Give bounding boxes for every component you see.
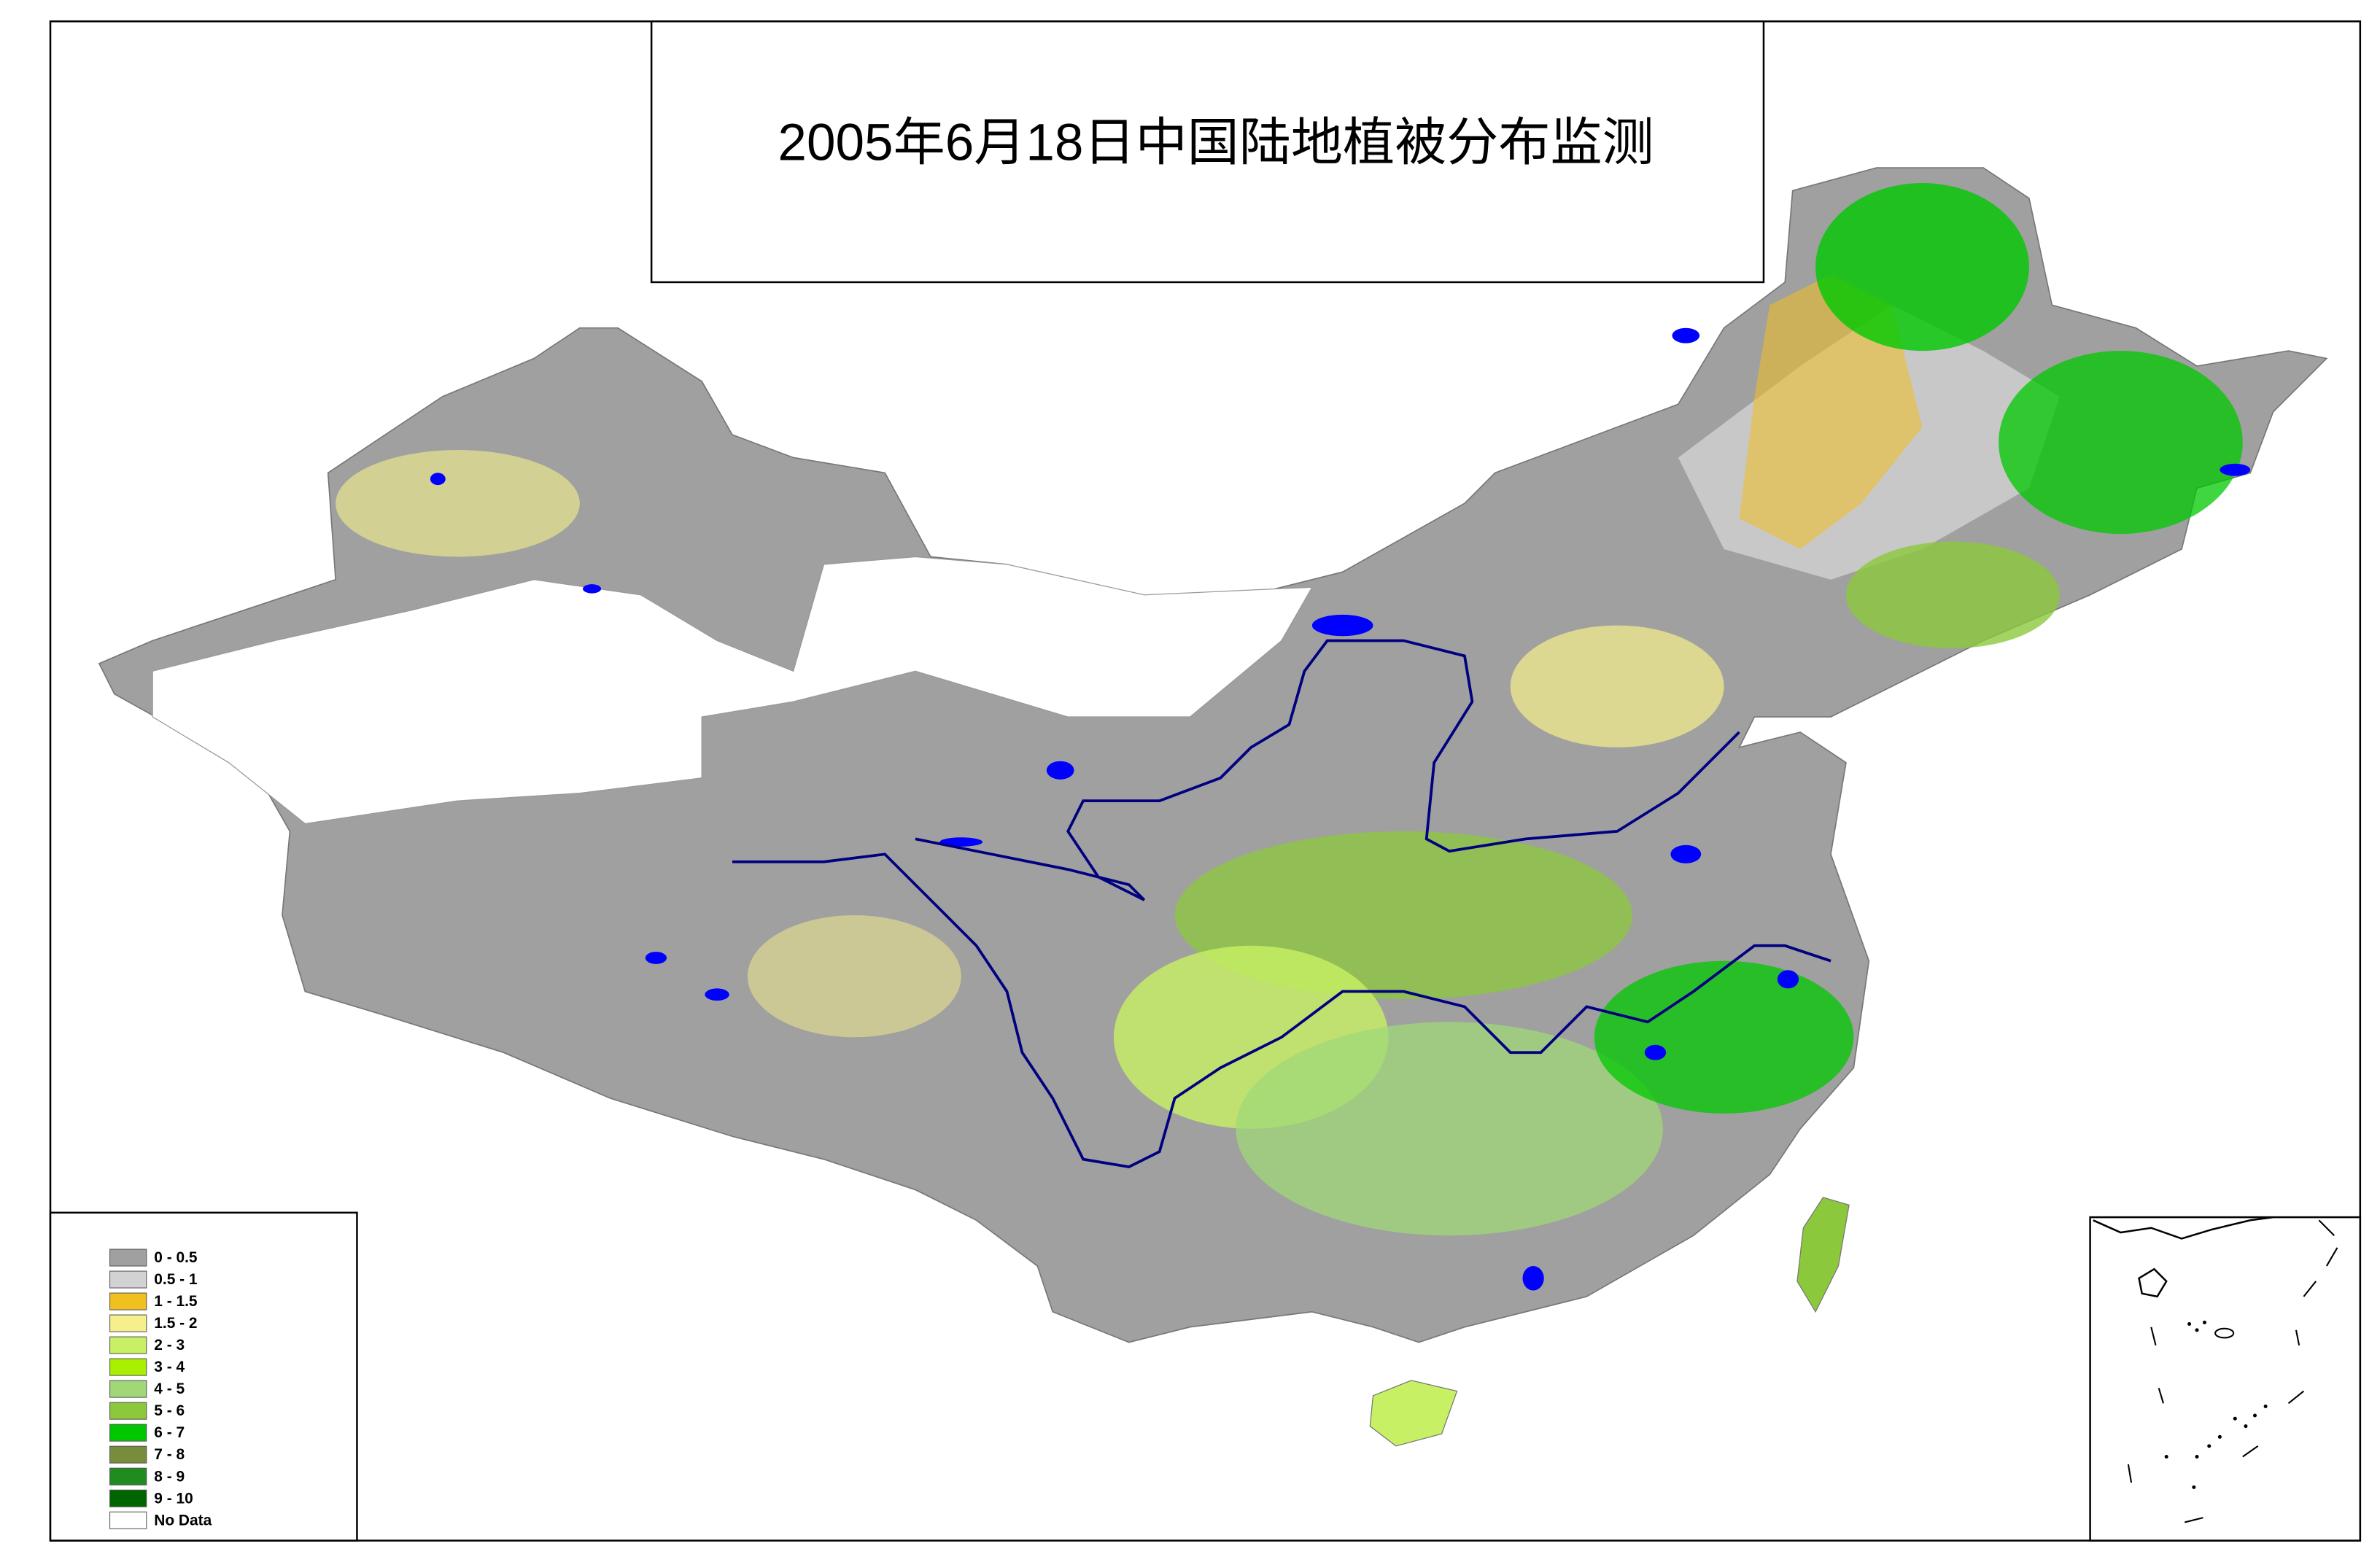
lake	[583, 584, 602, 594]
legend-swatch	[109, 1402, 147, 1420]
dot	[2252, 1413, 2257, 1418]
lake	[1522, 1266, 1544, 1291]
legend-label: 7 - 8	[154, 1446, 185, 1463]
lake	[1777, 970, 1799, 989]
legend-swatch	[109, 1270, 147, 1289]
dot	[2207, 1444, 2212, 1448]
legend-swatch	[109, 1248, 147, 1267]
dot	[2192, 1485, 2196, 1489]
legend-label: 0.5 - 1	[154, 1271, 198, 1288]
dot	[2233, 1416, 2237, 1421]
legend-label: 8 - 9	[154, 1468, 185, 1485]
lake	[430, 473, 446, 486]
south-sea-inset	[2089, 1216, 2362, 1542]
green-northeast	[1815, 182, 2029, 352]
dash	[2150, 1327, 2157, 1346]
green-south	[1236, 1022, 1663, 1236]
lake	[1672, 327, 1700, 343]
legend-swatch	[109, 1511, 147, 1529]
dot	[2202, 1320, 2206, 1324]
legend-box	[49, 1211, 358, 1542]
legend-label: No Data	[154, 1512, 212, 1529]
reef	[2214, 1327, 2235, 1339]
china-map	[98, 167, 2328, 1447]
dot	[2195, 1454, 2199, 1459]
inset-island	[2138, 1267, 2168, 1298]
dash	[2158, 1388, 2164, 1404]
dash	[2287, 1390, 2305, 1405]
legend-label: 1.5 - 2	[154, 1315, 197, 1332]
legend-swatch	[109, 1314, 147, 1332]
lake	[939, 837, 983, 847]
dash	[2295, 1329, 2300, 1346]
dot	[2164, 1454, 2168, 1459]
lake	[645, 952, 667, 964]
dash	[2185, 1517, 2203, 1523]
legend-label: 3 - 4	[154, 1359, 185, 1375]
legend-swatch	[109, 1358, 147, 1376]
inset-frame	[2089, 1216, 2362, 1542]
dot	[2263, 1404, 2268, 1408]
green-northeast	[1999, 351, 2243, 535]
yellow-river	[915, 639, 1740, 901]
lake	[1311, 614, 1373, 637]
lake	[1644, 1044, 1667, 1060]
taiwan-island	[1796, 1197, 1850, 1313]
dot	[2187, 1322, 2192, 1327]
yellow-tibet	[747, 914, 961, 1038]
yangtze-river	[732, 853, 1831, 1169]
legend-label: 4 - 5	[154, 1380, 185, 1397]
yellow-west	[336, 450, 580, 557]
legend-label: 2 - 3	[154, 1337, 185, 1354]
legend-swatch	[109, 1445, 147, 1464]
dash	[2127, 1464, 2133, 1483]
inset-coast	[2093, 1216, 2274, 1240]
lake	[1670, 844, 1702, 863]
green-northeast	[1845, 541, 2060, 648]
inset-boundary-dashes	[2127, 1219, 2338, 1523]
dot	[2244, 1424, 2248, 1429]
legend-label: 9 - 10	[154, 1490, 193, 1507]
water-bodies	[430, 327, 2251, 1291]
yellow-area	[1739, 274, 1923, 549]
dot	[2217, 1434, 2222, 1439]
no-data-area	[152, 556, 1313, 825]
legend: 0 - 0.5 0.5 - 1 1 - 1.5 1.5 - 2 2 - 3 3 - 4 4 …	[109, 1248, 212, 1529]
green-southeast	[1594, 960, 1854, 1114]
dash	[2242, 1445, 2259, 1458]
legend-swatch	[109, 1336, 147, 1354]
dash	[2318, 1219, 2335, 1236]
legend-swatch	[109, 1467, 147, 1486]
legend-label: 6 - 7	[154, 1424, 185, 1441]
legend-label: 5 - 6	[154, 1402, 185, 1419]
legend-swatch	[109, 1489, 147, 1507]
lake	[2220, 463, 2251, 476]
dash	[2325, 1247, 2338, 1267]
legend-swatch	[109, 1292, 147, 1310]
map-title: 2005年6月18日中国陆地植被分布监测	[778, 114, 1654, 172]
hainan-island	[1369, 1380, 1458, 1447]
lake	[705, 988, 729, 1001]
lake	[1046, 761, 1074, 780]
legend-swatch	[109, 1380, 147, 1398]
yellow-north	[1510, 625, 1724, 747]
legend-label: 1 - 1.5	[154, 1293, 198, 1310]
dot	[2195, 1328, 2199, 1332]
inset-islands-dots	[2164, 1320, 2268, 1489]
title-box	[650, 20, 1765, 284]
legend-label: 0 - 0.5	[154, 1249, 198, 1266]
dash	[2303, 1281, 2317, 1297]
legend-swatch	[109, 1424, 147, 1442]
